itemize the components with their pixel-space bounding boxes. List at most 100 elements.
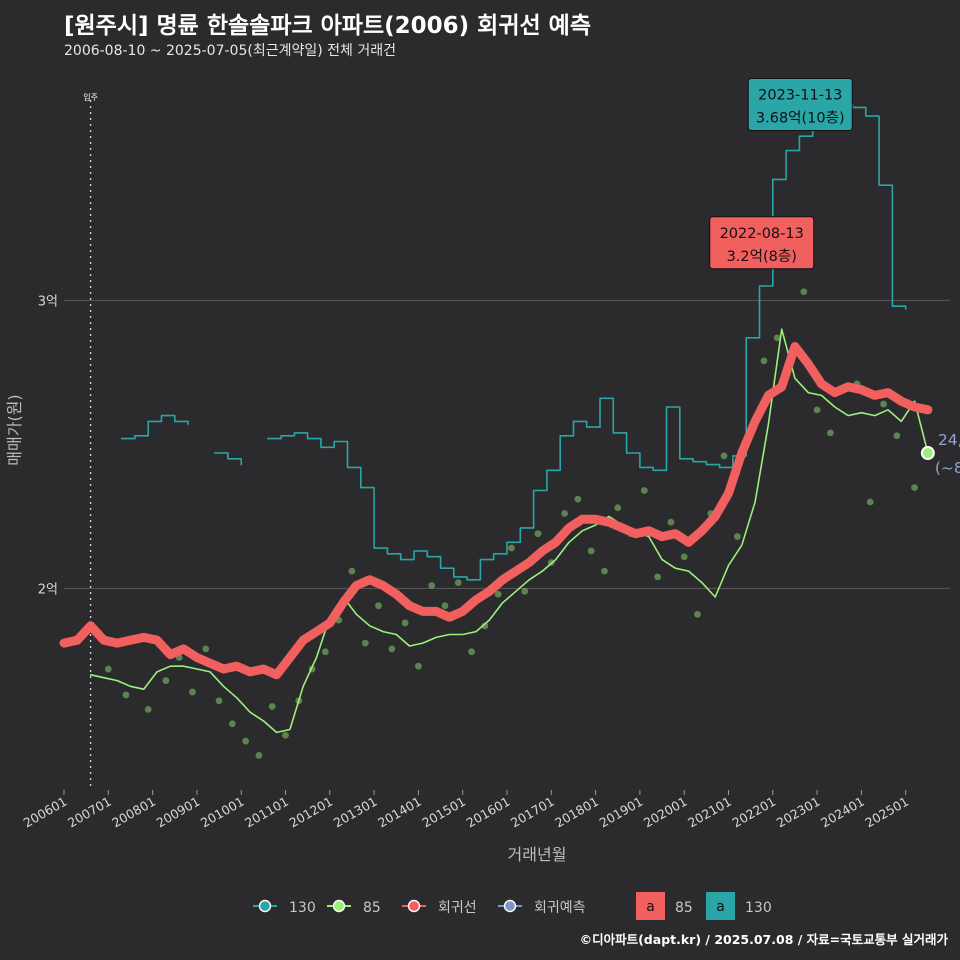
series-line-85 [89,328,929,734]
x-tick-label: 201001 [198,794,247,831]
annotation-130-date: 2023-11-13 [758,88,842,104]
scatter-point-85 [866,498,874,506]
legend-label-130: 130 [289,900,316,916]
forecast-area: (~85㎡) [935,459,960,477]
annotation-85-value: 3.2억(8층) [727,248,797,265]
x-tick-label: 202101 [685,794,734,831]
x-tick-label: 201701 [508,794,557,831]
scatter-point-85 [348,567,356,575]
legend-layer: 130 85 회귀선 회귀예측 a 85 a 130 [253,892,772,920]
x-tick-label: 201801 [552,794,601,831]
legend-key-box [706,892,735,920]
scatter-point-85 [680,553,688,561]
x-tick-label: 201401 [375,794,424,831]
scatter-point-85 [720,452,728,460]
series-line-회귀선 [59,342,933,680]
legend-label-회귀선: 회귀선 [438,900,477,916]
scatter-point-85 [401,619,409,627]
scatter-point-85 [454,579,462,587]
scatter-point-85 [694,610,701,618]
legend-marker-85 [332,899,346,913]
x-axis-title: 거래년월 [508,845,567,864]
page-title: [원주시] 명륜 한솔솔파크 아파트(2006) 회귀선 예측 [64,13,591,39]
y-tick-label: 2억 [38,582,58,597]
credit-text: ©디아파트(dapt.kr) / 2025.07.08 / 자료=국토교통부 실… [579,932,948,947]
annotation-130-value: 3.68억(10층) [756,110,845,127]
x-tick-label: 200601 [21,794,70,831]
scatter-point-85 [654,573,662,581]
legend-key-text: a [716,899,725,915]
x-tick-label: 202301 [774,794,823,831]
x-tick-label: 202001 [641,794,690,831]
scatter-point-85 [574,495,582,503]
legend-key-label: 85 [675,900,693,916]
forecast-point [920,446,935,461]
series-line-130 [120,98,907,581]
x-tick-label: 201501 [419,794,468,831]
scatter-point-85 [521,587,529,595]
scatter-point-85 [667,518,675,526]
scatter-point-85 [481,622,489,630]
scatter-point-85 [415,662,422,670]
legend-marker-130 [258,899,272,913]
scatter-point-85 [826,429,834,437]
annotation-130-box [747,78,853,132]
annotation-85-box [709,216,815,270]
x-tick-label: 201901 [597,794,646,831]
grid-layer [64,299,950,589]
legend-label-85: 85 [363,900,381,916]
scatter-point-85 [508,544,515,552]
legend-marker-회귀선 [407,899,421,913]
scatter-point-85 [640,487,648,494]
x-tick-label: 201301 [331,794,380,831]
scatter-point-85 [441,602,449,610]
scatter-point-85 [282,731,289,739]
y-tick-label: 3억 [38,294,58,309]
annotation-layer: 2023-11-13 3.68억(10층) 2022-08-13 3.2억(8층) 24… [709,78,960,477]
x-tick-label: 202401 [818,794,867,831]
scatter-point-85 [733,533,741,540]
scatter-point-85 [215,697,223,705]
x-tick-label: 200701 [65,794,114,831]
scatter-point-85 [468,648,475,656]
scatter-point-85 [614,504,622,512]
scatter-point-85 [813,406,821,414]
legend-key-text: a [646,899,655,915]
scatter-point-85 [760,357,768,365]
annotation-85-date: 2022-08-13 [720,226,804,242]
series-layer [59,98,935,734]
x-tick-label: 202201 [729,794,778,831]
scatter-point-85 [911,484,918,491]
x-tick-label: 202501 [862,794,911,831]
scatter-point-85 [800,288,808,296]
scatter-point-85 [561,510,568,517]
scatter-point-85 [162,677,170,684]
scatter-point-85 [228,720,236,728]
x-tick-label: 200801 [109,794,158,831]
scatter-point-85 [202,645,210,653]
x-tick-label: 201201 [286,794,335,831]
move-in-label: 입주 [83,93,98,102]
y-axis-title: 매매가(원) [5,394,24,465]
scatter-point-85 [268,703,276,710]
scatter-point-85 [494,590,502,598]
scatter-point-85 [242,737,250,745]
scatter-point-85 [601,567,608,575]
scatter-point-85 [880,400,887,408]
scatter-point-85 [122,691,130,699]
scatter-point-85 [375,602,382,610]
legend-label-회귀예측: 회귀예측 [534,900,586,916]
vline-layer: 입주 [83,93,98,790]
scatter-point-85 [893,432,901,440]
scatter-point-85 [587,547,595,555]
scatter-point-85 [388,645,396,653]
scatter-point-85 [361,639,369,647]
scatter-point-85 [189,688,196,696]
legend-marker-회귀예측 [503,899,517,913]
scatter-point-85 [255,752,263,759]
x-tick-label: 200901 [154,794,203,831]
forecast-value: 24,700 [938,431,960,449]
legend-key-label: 130 [745,900,772,916]
legend-key-box [636,892,665,920]
